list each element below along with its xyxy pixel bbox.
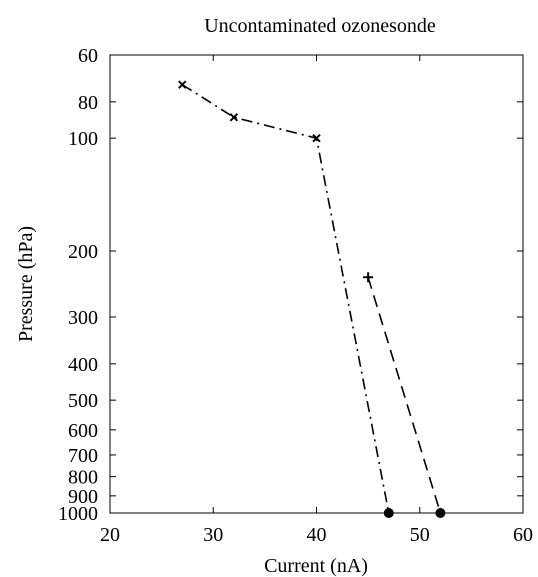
y-tick-label: 60 — [78, 45, 98, 67]
series-1-point — [312, 133, 321, 143]
plot-series — [178, 80, 446, 518]
x-axis: 20 30 40 50 60 — [100, 55, 533, 546]
y-tick-label: 1000 — [58, 503, 98, 525]
x-tick-label: 60 — [513, 524, 533, 546]
series-2-line — [367, 276, 442, 514]
series-2-point — [363, 272, 374, 283]
y-tick-label: 200 — [68, 241, 98, 263]
y-tick-label: 400 — [68, 354, 98, 376]
series-1-point — [178, 80, 187, 89]
y-tick-label: 700 — [68, 445, 98, 467]
series-1-line — [181, 84, 390, 514]
series-1-point — [383, 508, 394, 518]
y-tick-label: 100 — [68, 128, 98, 150]
y-tick-label: 300 — [68, 307, 98, 329]
x-axis-label: Current (nA) — [264, 555, 368, 577]
y-axis-label: Pressure (hPa) — [15, 226, 37, 342]
y-tick-label: 500 — [68, 390, 98, 412]
series-1-point — [229, 113, 239, 122]
y-tick-label: 800 — [68, 467, 98, 489]
y-tick-label: 80 — [78, 92, 98, 114]
x-tick-label: 40 — [307, 524, 327, 546]
y-tick-label: 600 — [68, 420, 98, 442]
y-tick-label: 900 — [68, 486, 98, 508]
plot-frame — [109, 54, 524, 514]
x-tick-label: 20 — [100, 524, 120, 546]
x-tick-label: 50 — [410, 524, 430, 546]
series-2-point — [435, 508, 446, 518]
x-tick-label: 30 — [203, 524, 223, 546]
chart-title: Uncontaminated ozonesonde — [204, 15, 436, 37]
